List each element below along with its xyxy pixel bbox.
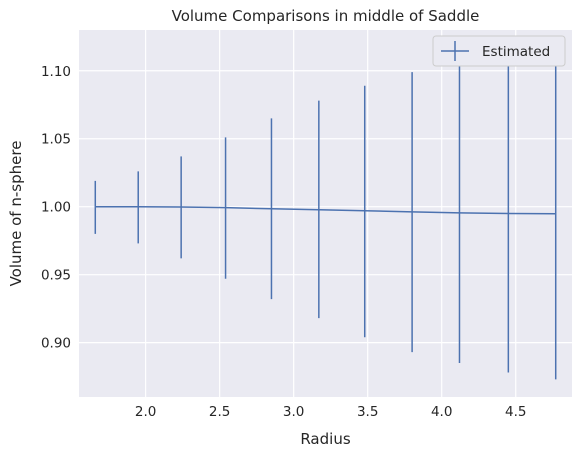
x-tick-label: 2.5 xyxy=(209,404,230,420)
tick-labels: 2.0 2.5 3.0 3.5 4.0 4.5 0.90 0.95 1.00 1.05 1.10 xyxy=(41,64,527,420)
x-tick-label: 2.0 xyxy=(135,404,156,420)
x-tick-label: 4.5 xyxy=(505,404,526,420)
legend-box xyxy=(432,35,566,67)
data-layer xyxy=(94,43,557,380)
y-tick-label: 0.90 xyxy=(41,336,71,352)
x-axis-label: Radius xyxy=(300,430,350,448)
chart-title: Volume Comparisons in middle of Saddle xyxy=(172,7,480,25)
y-axis-label: Volume of n-sphere xyxy=(7,141,25,287)
x-tick-label: 3.5 xyxy=(357,404,378,420)
legend: Estimated xyxy=(432,35,566,67)
series-line-estimated xyxy=(95,205,556,215)
y-tick-label: 1.10 xyxy=(41,64,71,80)
x-tick-label: 3.0 xyxy=(283,404,304,420)
y-tick-label: 0.95 xyxy=(41,268,71,284)
x-tick-label: 4.0 xyxy=(431,404,452,420)
y-tick-label: 1.05 xyxy=(41,132,71,148)
legend-label-estimated: Estimated xyxy=(482,44,550,60)
y-tick-label: 1.00 xyxy=(41,200,71,216)
